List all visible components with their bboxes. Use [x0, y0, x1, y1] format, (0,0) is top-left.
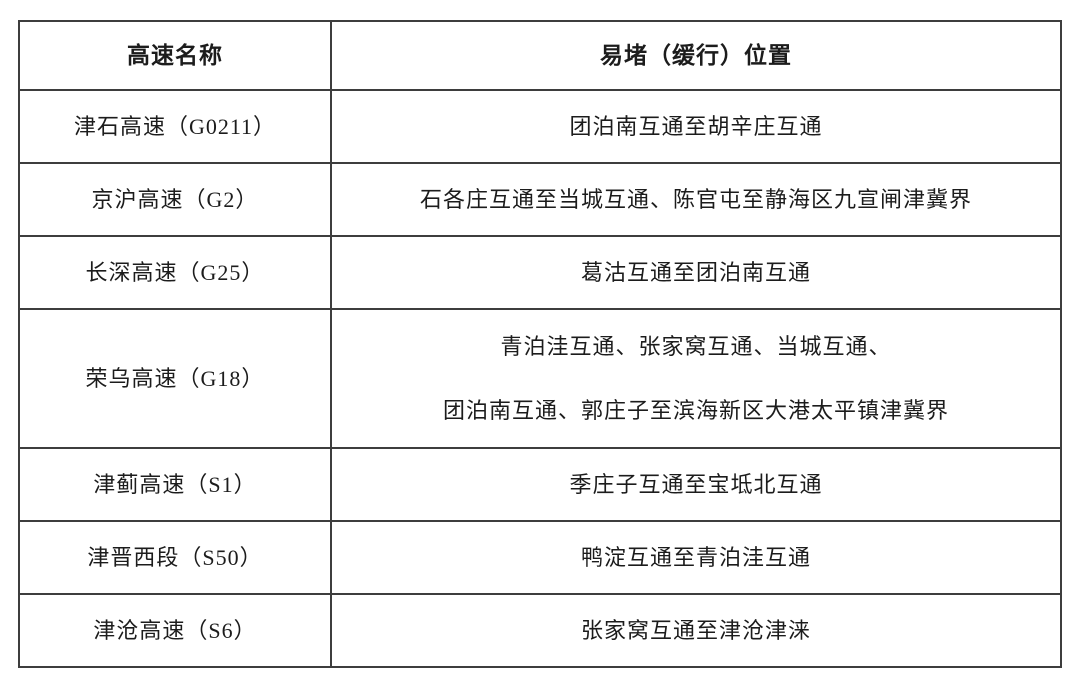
location-line: 鸭淀互通至青泊洼互通	[580, 544, 811, 570]
table-header-row: 高速名称 易堵（缓行）位置	[18, 20, 1062, 91]
location-line: 青泊洼互通、张家窝互通、当城互通、	[500, 333, 892, 359]
congestion-location-cell: 张家窝互通至津沧津涞	[330, 593, 1062, 668]
table-row: 津晋西段（S50） 鸭淀互通至青泊洼互通	[18, 520, 1062, 595]
location-line: 季庄子互通至宝坻北互通	[569, 471, 823, 497]
table-row: 京沪高速（G2） 石各庄互通至当城互通、陈官屯至静海区九宣闸津冀界	[18, 162, 1062, 237]
highway-name-cell: 津沧高速（S6）	[18, 593, 332, 668]
congestion-location-cell: 石各庄互通至当城互通、陈官屯至静海区九宣闸津冀界	[330, 162, 1062, 237]
table-row: 长深高速（G25） 葛沽互通至团泊南互通	[18, 235, 1062, 310]
table-row: 荣乌高速（G18） 青泊洼互通、张家窝互通、当城互通、 团泊南互通、郭庄子至滨海…	[18, 308, 1062, 449]
highway-congestion-table: 高速名称 易堵（缓行）位置 津石高速（G0211） 团泊南互通至胡辛庄互通 京沪…	[18, 20, 1062, 668]
location-line: 张家窝互通至津沧津涞	[580, 617, 811, 643]
highway-name-cell: 津蓟高速（S1）	[18, 447, 332, 522]
highway-name-cell: 京沪高速（G2）	[18, 162, 332, 237]
location-line: 团泊南互通、郭庄子至滨海新区大港太平镇津冀界	[442, 397, 949, 423]
col-header-congestion-location: 易堵（缓行）位置	[330, 20, 1062, 91]
congestion-location-cell: 鸭淀互通至青泊洼互通	[330, 520, 1062, 595]
table-row: 津沧高速（S6） 张家窝互通至津沧津涞	[18, 593, 1062, 668]
location-line: 石各庄互通至当城互通、陈官屯至静海区九宣闸津冀界	[419, 186, 972, 212]
highway-name-cell: 长深高速（G25）	[18, 235, 332, 310]
highway-name-cell: 荣乌高速（G18）	[18, 308, 332, 449]
highway-name-cell: 津晋西段（S50）	[18, 520, 332, 595]
col-header-highway-name: 高速名称	[18, 20, 332, 91]
congestion-location-cell: 季庄子互通至宝坻北互通	[330, 447, 1062, 522]
highway-name-cell: 津石高速（G0211）	[18, 89, 332, 164]
congestion-location-cell: 青泊洼互通、张家窝互通、当城互通、 团泊南互通、郭庄子至滨海新区大港太平镇津冀界	[330, 308, 1062, 449]
location-line: 葛沽互通至团泊南互通	[580, 259, 811, 285]
location-line: 团泊南互通至胡辛庄互通	[569, 113, 823, 139]
table-row: 津石高速（G0211） 团泊南互通至胡辛庄互通	[18, 89, 1062, 164]
congestion-location-cell: 团泊南互通至胡辛庄互通	[330, 89, 1062, 164]
congestion-location-cell: 葛沽互通至团泊南互通	[330, 235, 1062, 310]
table-row: 津蓟高速（S1） 季庄子互通至宝坻北互通	[18, 447, 1062, 522]
